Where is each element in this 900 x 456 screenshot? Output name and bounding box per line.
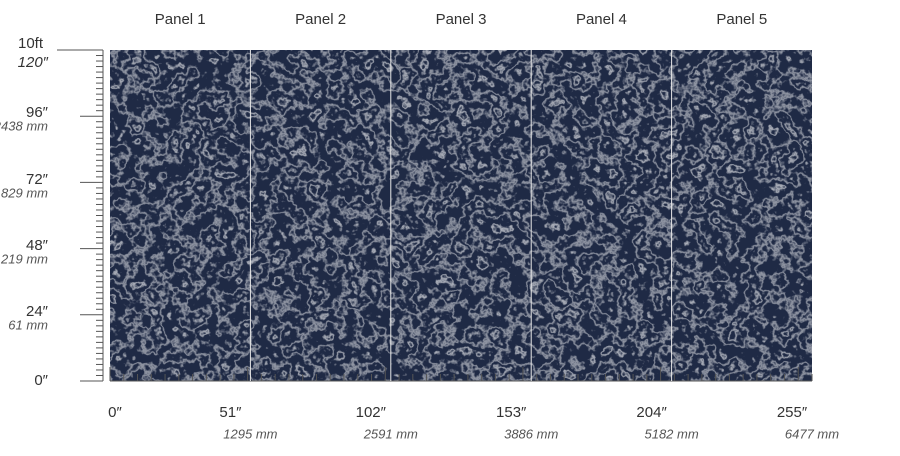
width-inches-label: 102″: [356, 404, 387, 421]
height-mm-label: 2438 mm: [0, 118, 48, 133]
panel-label: Panel 3: [436, 11, 487, 28]
height-top-label: 10ft: [18, 35, 44, 52]
width-mm-label: 5182 mm: [644, 426, 698, 441]
height-inches-label: 24″: [26, 303, 49, 320]
mural-texture: [110, 50, 812, 381]
height-inches-label: 72″: [26, 171, 49, 188]
width-inches-label: 204″: [636, 404, 667, 421]
height-inches-label: 48″: [26, 237, 49, 254]
width-mm-label: 2591 mm: [363, 426, 418, 441]
width-inches-label: 0″: [108, 404, 122, 421]
height-inches-label: 0″: [34, 372, 48, 389]
width-inches-label: 255″: [777, 404, 808, 421]
width-mm-label: 3886 mm: [504, 426, 558, 441]
width-mm-label: 6477 mm: [785, 426, 839, 441]
height-inches-label: 96″: [26, 104, 49, 121]
panel-label: Panel 2: [295, 11, 346, 28]
panel-label: Panel 5: [716, 11, 767, 28]
height-mm-label: 61 mm: [8, 317, 48, 332]
width-inches-label: 153″: [496, 404, 527, 421]
panel-label: Panel 1: [155, 11, 206, 28]
height-mm-label: 1219 mm: [0, 251, 48, 266]
width-inches-label: 51″: [219, 404, 242, 421]
height-mm-label: 1829 mm: [0, 185, 48, 200]
panel-label: Panel 4: [576, 11, 627, 28]
height-inches-label: 120″: [18, 54, 49, 71]
width-mm-label: 1295 mm: [223, 426, 277, 441]
